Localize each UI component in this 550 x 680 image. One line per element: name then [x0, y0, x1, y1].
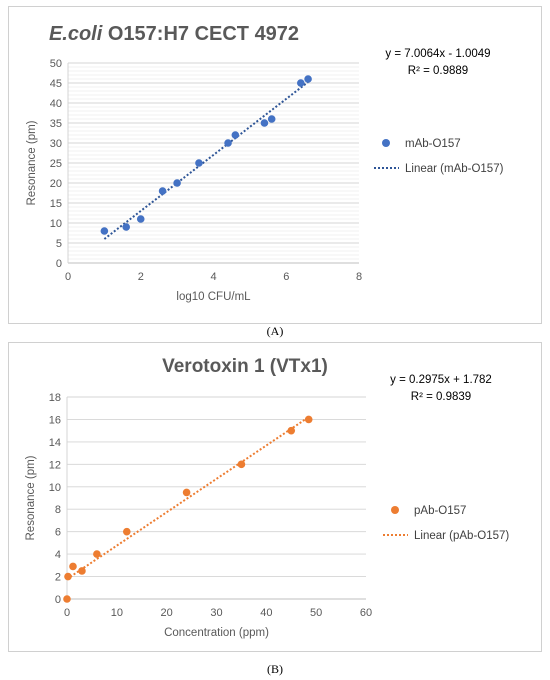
chart-title-text: O157:H7 CECT 4972 [102, 23, 299, 45]
data-point [195, 159, 203, 167]
chart-b: Verotoxin 1 (VTx1) 0 2 4 6 8 10 12 14 16 18 0 10 20 30… [25, 356, 509, 639]
x-tick-label: 6 [283, 271, 289, 283]
x-tick-label: 60 [360, 607, 372, 619]
y-tick-label: 30 [50, 138, 62, 150]
x-tick-label: 20 [161, 607, 173, 619]
chart-title: E.coli O157:H7 CECT 4972 [49, 23, 299, 45]
x-tick-label: 2 [138, 271, 144, 283]
legend-marker [382, 139, 390, 147]
y-tick-label: 8 [55, 504, 61, 516]
legend-series-label: pAb-O157 [414, 505, 466, 517]
y-tick-label: 4 [55, 549, 61, 561]
data-point [122, 223, 130, 231]
y-axis-title: Resonance (pm) [25, 455, 37, 540]
x-tick-label: 0 [64, 607, 70, 619]
data-point [304, 415, 313, 424]
data-point [267, 115, 276, 123]
chart-panel-b [8, 342, 542, 652]
x-tick-label: 50 [310, 607, 322, 619]
data-point [304, 75, 312, 83]
y-tick-label: 5 [56, 238, 62, 250]
y-tick-label: 10 [50, 218, 62, 230]
data-point [224, 139, 232, 147]
data-point [297, 79, 305, 87]
data-point [69, 562, 77, 571]
y-tick-label: 50 [50, 58, 62, 70]
y-tick-label: 16 [49, 414, 61, 426]
trendline [103, 81, 309, 240]
r-squared-value: R² = 0.9889 [408, 65, 468, 77]
x-tick-label: 8 [356, 271, 362, 283]
x-tick-label: 4 [210, 271, 216, 283]
y-tick-label: 0 [56, 258, 62, 270]
y-tick-label: 0 [55, 594, 61, 606]
y-tick-label: 40 [50, 98, 62, 110]
x-axis-title: log10 CFU/mL [176, 291, 251, 303]
data-point [63, 595, 71, 603]
y-axis-title: Resonance (pm) [26, 120, 38, 205]
trendline [66, 416, 310, 580]
data-point [64, 572, 72, 581]
trendline-equation: y = 7.0064x - 1.0049 [385, 48, 490, 60]
data-point [136, 215, 145, 223]
y-tick-label: 12 [49, 459, 61, 471]
data-point [93, 550, 101, 558]
data-point [158, 187, 167, 195]
legend-trendline-label: Linear (pAb-O157) [414, 530, 509, 542]
y-tick-label: 20 [50, 178, 62, 190]
y-tick-label: 35 [50, 118, 62, 130]
legend-marker [391, 506, 399, 514]
data-point [287, 426, 296, 435]
y-tick-label: 45 [50, 78, 62, 90]
trendline-equation: y = 0.2975x + 1.782 [390, 374, 492, 386]
data-point [182, 488, 191, 497]
r-squared-value: R² = 0.9839 [411, 391, 471, 403]
y-tick-label: 18 [49, 392, 61, 404]
data-point [123, 527, 131, 536]
panel-label-a: (A) [266, 324, 284, 338]
y-tick-label: 14 [49, 437, 61, 449]
y-tick-label: 15 [50, 198, 62, 210]
panel-label-b: (B) [267, 662, 283, 676]
legend-series-label: mAb-O157 [405, 138, 461, 150]
data-point [100, 227, 109, 235]
data-point [231, 131, 240, 139]
chart-title: Verotoxin 1 (VTx1) [162, 356, 328, 377]
chart-panel-a [8, 6, 542, 324]
x-tick-label: 0 [65, 271, 71, 283]
x-axis-title: Concentration (ppm) [164, 627, 269, 639]
chart-title-italic: E.coli [49, 23, 103, 45]
legend-trendline-label: Linear (mAb-O157) [405, 163, 504, 175]
data-point [78, 567, 86, 575]
x-tick-label: 30 [210, 607, 222, 619]
x-tick-label: 10 [111, 607, 123, 619]
y-tick-label: 6 [55, 527, 61, 539]
y-tick-label: 10 [49, 482, 61, 494]
data-point [173, 179, 181, 187]
y-tick-label: 2 [55, 572, 61, 584]
y-tick-label: 25 [50, 158, 62, 170]
chart-title-text: Verotoxin 1 (VTx1) [162, 356, 328, 377]
data-point [260, 119, 269, 127]
x-tick-label: 40 [260, 607, 272, 619]
chart-a: E.coli O157:H7 CECT 49720510152025303540… [26, 23, 504, 303]
data-point [237, 460, 246, 469]
